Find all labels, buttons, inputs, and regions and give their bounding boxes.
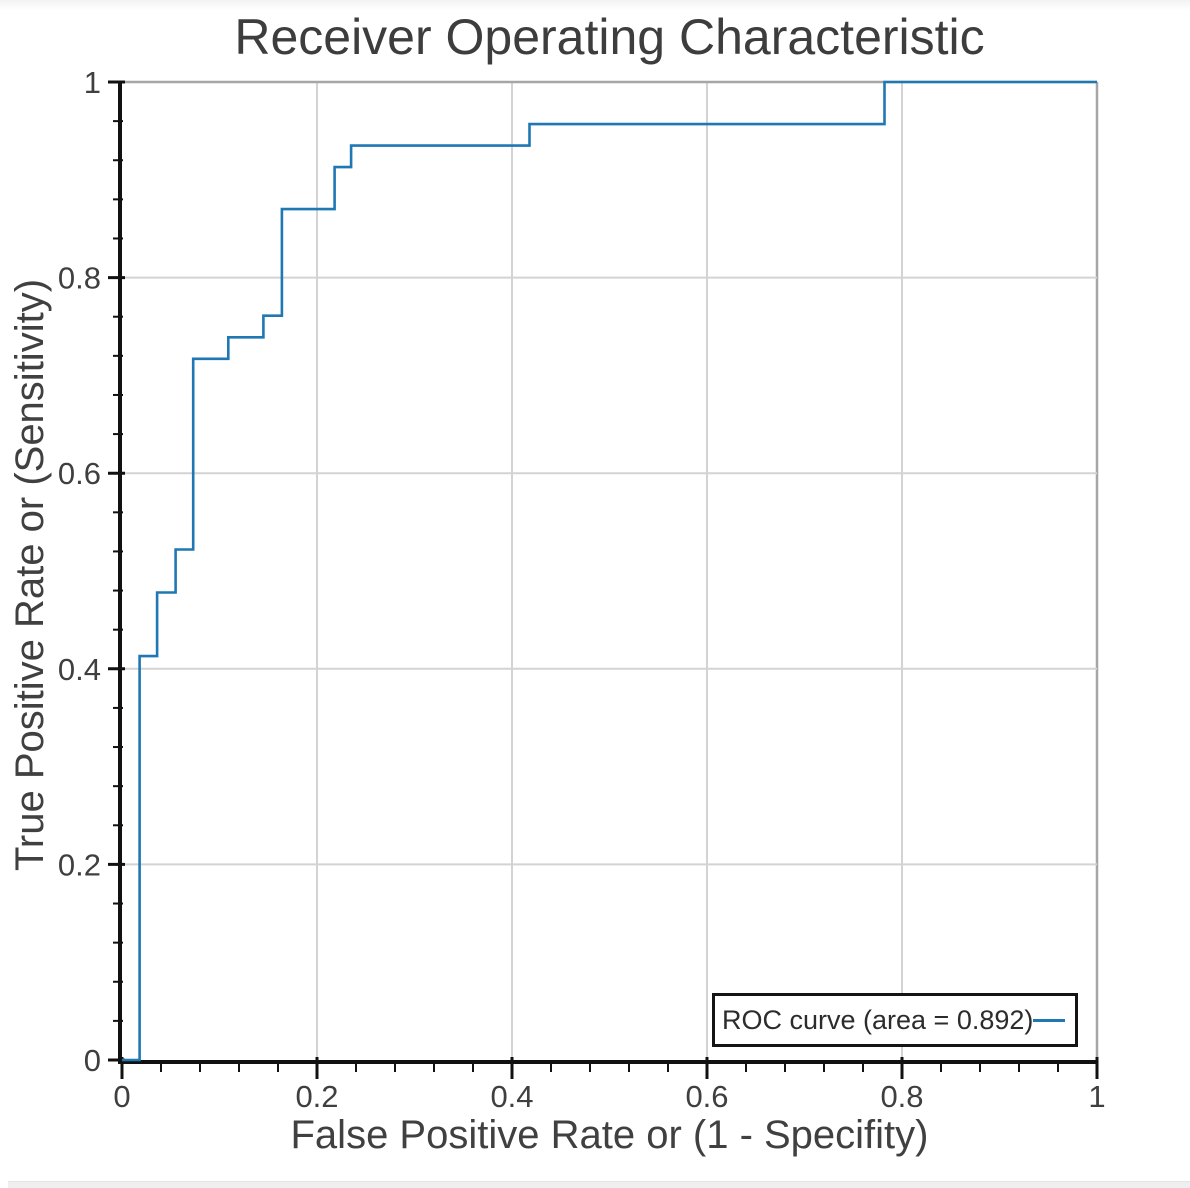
legend: ROC curve (area = 0.892) <box>712 993 1078 1047</box>
page-top-fade <box>0 0 1190 10</box>
legend-line-sample <box>1033 1018 1065 1022</box>
x-axis-label: False Positive Rate or (1 - Specifity) <box>290 1113 929 1157</box>
legend-label: ROC curve (area = 0.892) <box>722 1004 1034 1035</box>
x-tick-label: 0.6 <box>685 1079 728 1114</box>
x-tick-label: 0.4 <box>490 1079 533 1114</box>
x-tick-label: 0.8 <box>880 1079 923 1114</box>
x-tick-label: 0 <box>113 1079 130 1114</box>
y-tick-label: 0.4 <box>58 652 101 687</box>
y-tick-label: 0.8 <box>58 261 101 296</box>
y-tick-label: 1 <box>84 65 101 100</box>
page-bottom-band <box>8 1181 1190 1188</box>
y-axis-label: True Positive Rate or (Sensitivity) <box>8 278 52 872</box>
roc-curve <box>122 80 1097 1062</box>
y-tick-label: 0 <box>84 1043 101 1078</box>
chart-title: Receiver Operating Characteristic <box>234 9 985 65</box>
x-tick-label: 0.2 <box>295 1079 338 1114</box>
y-tick-label: 0.6 <box>58 456 101 491</box>
x-tick-label: 1 <box>1088 1079 1105 1114</box>
y-tick-label: 0.2 <box>58 847 101 882</box>
